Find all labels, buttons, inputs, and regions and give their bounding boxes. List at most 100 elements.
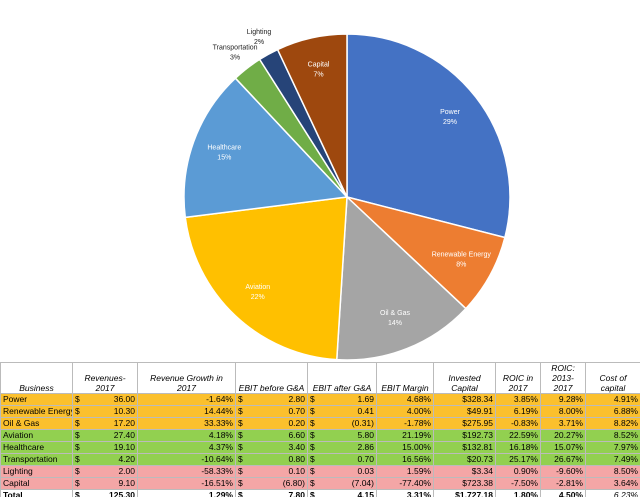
- currency-symbol: $: [238, 418, 243, 429]
- table-cell: 4.91%: [585, 393, 640, 406]
- currency-symbol: $: [75, 394, 80, 405]
- currency-value: 0.20: [288, 418, 305, 429]
- currency-wrap: $10.30: [75, 406, 135, 417]
- table-cell: 8.82%: [585, 417, 640, 430]
- currency-value: 0.70: [357, 454, 374, 465]
- business-name: Healthcare: [0, 441, 73, 454]
- currency-wrap: $0.70: [310, 454, 374, 465]
- slice-value: 22%: [251, 294, 265, 301]
- table-cell: 8.52%: [585, 429, 640, 442]
- currency-value: 10.30: [113, 406, 135, 417]
- currency-value: (0.31): [351, 418, 374, 429]
- currency-cell: $ (7.04): [307, 477, 377, 490]
- pie-slice: [183, 77, 349, 219]
- currency-symbol: $: [310, 478, 315, 489]
- slice-label: Renewable Energy: [432, 252, 492, 259]
- business-name: Total: [0, 489, 73, 497]
- table-row: Healthcare $19.10 4.37% $3.40 $2.86 15.00% $13…: [0, 441, 640, 454]
- currency-symbol: $: [75, 466, 80, 477]
- currency-value: 4.20: [118, 454, 135, 465]
- currency-wrap: $27.40: [75, 431, 135, 441]
- currency-symbol: $: [75, 406, 80, 417]
- slice-value: 14%: [388, 320, 402, 327]
- currency-symbol: $: [238, 442, 243, 453]
- currency-symbol: $: [310, 406, 315, 417]
- currency-symbol: $: [238, 430, 243, 441]
- currency-wrap: $2.00: [75, 466, 135, 477]
- currency-cell: $10.30: [72, 405, 138, 418]
- currency-symbol: $: [310, 490, 315, 497]
- currency-wrap: $6.60: [238, 430, 305, 441]
- table-cell: 6.23%: [585, 489, 640, 497]
- currency-cell: $3.40: [235, 441, 308, 454]
- currency-value: 0.70: [288, 406, 305, 417]
- currency-wrap: $0.80: [238, 455, 305, 465]
- table-cell: $723.38: [433, 477, 496, 490]
- currency-cell: $0.70: [307, 453, 377, 466]
- currency-cell: $125.30: [72, 489, 138, 497]
- table-cell: -2.81%: [540, 477, 586, 490]
- currency-cell: $17.20: [72, 417, 138, 430]
- currency-wrap: $ (6.80): [238, 479, 305, 489]
- currency-cell: $0.10: [235, 465, 308, 478]
- slice-label: Lighting: [247, 29, 272, 36]
- header-cell: EBIT Margin: [376, 362, 434, 394]
- table-cell: $275.95: [433, 417, 496, 430]
- currency-cell: $2.86: [307, 441, 377, 454]
- table-cell: 16.18%: [495, 441, 541, 454]
- table-cell: 4.37%: [137, 441, 236, 454]
- currency-cell: $36.00: [72, 393, 138, 406]
- currency-symbol: $: [310, 466, 315, 477]
- currency-wrap: $5.80: [310, 430, 374, 441]
- table-row: Lighting $2.00 -58.33% $0.10 $0.03 1.59% $3.34…: [0, 465, 640, 478]
- slice-label: Transportation: [213, 45, 258, 52]
- business-name: Transportation: [0, 453, 73, 466]
- data-table: Business Revenues- 2017 Revenue Growth in …: [0, 362, 640, 497]
- currency-symbol: $: [238, 490, 243, 497]
- business-name: Oil & Gas: [0, 417, 73, 430]
- table-cell: 3.64%: [585, 477, 640, 490]
- table-cell: 26.67%: [540, 453, 586, 466]
- currency-wrap: $17.20: [75, 419, 135, 429]
- currency-cell: $2.80: [235, 393, 308, 406]
- currency-symbol: $: [310, 454, 315, 465]
- currency-cell: $5.80: [307, 429, 377, 442]
- currency-wrap: $7.80: [238, 490, 305, 497]
- business-name: Aviation: [0, 429, 73, 442]
- currency-wrap: $19.10: [75, 443, 135, 453]
- currency-cell: $0.41: [307, 405, 377, 418]
- currency-cell: $2.00: [72, 465, 138, 478]
- header-cell: EBIT after G&A: [307, 362, 377, 394]
- currency-wrap: $0.70: [238, 406, 305, 417]
- currency-symbol: $: [75, 454, 80, 465]
- table-cell: -1.78%: [376, 417, 434, 430]
- currency-symbol: $: [310, 394, 315, 405]
- table-cell: 22.59%: [495, 429, 541, 442]
- currency-wrap: $ (7.04): [310, 478, 374, 489]
- table-cell: -1.64%: [137, 393, 236, 406]
- currency-wrap: $0.20: [238, 418, 305, 429]
- table-row: Total $125.30 1.29% $7.80 $4.15 3.31% $1,727.1…: [0, 489, 640, 497]
- currency-value: 4.15: [357, 490, 374, 497]
- currency-value: 1.69: [357, 394, 374, 405]
- slice-value: 2%: [254, 39, 264, 46]
- pie-slice: [346, 33, 511, 239]
- currency-value: 5.80: [357, 430, 374, 441]
- currency-cell: $ (0.31): [307, 417, 377, 430]
- currency-value: 3.40: [288, 442, 305, 453]
- currency-symbol: $: [75, 490, 80, 497]
- currency-cell: $ (6.80): [235, 477, 308, 490]
- table-row: Aviation $27.40 4.18% $6.60 $5.80 21.19% $192.…: [0, 429, 640, 442]
- currency-cell: $0.03: [307, 465, 377, 478]
- table-cell: 7.97%: [585, 441, 640, 454]
- currency-cell: $9.10: [72, 477, 138, 490]
- table-cell: 25.17%: [495, 453, 541, 466]
- table-cell: 4.00%: [376, 405, 434, 418]
- currency-symbol: $: [310, 418, 315, 429]
- currency-symbol: $: [310, 430, 315, 441]
- header-cell: Cost of capital: [585, 362, 640, 394]
- table-cell: -0.83%: [495, 417, 541, 430]
- table-cell: $49.91: [433, 405, 496, 418]
- slice-value: 3%: [230, 55, 240, 62]
